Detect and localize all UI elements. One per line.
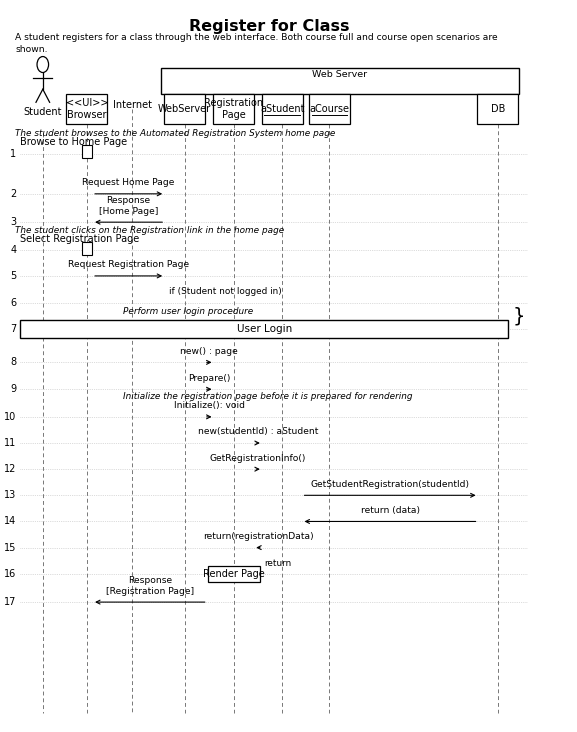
Bar bbox=[66, 94, 107, 124]
Text: 2: 2 bbox=[10, 189, 17, 199]
Bar bbox=[478, 94, 518, 124]
Text: return(registrationData): return(registrationData) bbox=[203, 532, 313, 541]
Text: Perform user login procedure: Perform user login procedure bbox=[122, 307, 253, 316]
Text: Request Home Page: Request Home Page bbox=[83, 179, 175, 187]
Text: 12: 12 bbox=[4, 464, 17, 474]
Text: GetRegistrationInfo(): GetRegistrationInfo() bbox=[210, 454, 306, 463]
Text: 15: 15 bbox=[4, 542, 17, 553]
Bar bbox=[82, 242, 92, 255]
Text: new(studentId) : aStudent: new(studentId) : aStudent bbox=[198, 427, 319, 436]
Text: DB: DB bbox=[491, 104, 505, 114]
Text: 16: 16 bbox=[4, 569, 17, 580]
Text: 1: 1 bbox=[10, 149, 17, 159]
Text: The student clicks on the Registration link in the home page: The student clicks on the Registration l… bbox=[15, 225, 284, 234]
Text: Response
[Registration Page]: Response [Registration Page] bbox=[106, 576, 194, 596]
Text: return (data): return (data) bbox=[361, 506, 419, 515]
Bar bbox=[309, 94, 350, 124]
Text: 3: 3 bbox=[10, 217, 17, 227]
Text: GetStudentRegistration(studentId): GetStudentRegistration(studentId) bbox=[310, 479, 470, 489]
Bar bbox=[82, 145, 92, 158]
Text: 8: 8 bbox=[10, 357, 17, 367]
Text: Registration
Page: Registration Page bbox=[204, 98, 264, 119]
Text: Browse to Home Page: Browse to Home Page bbox=[20, 138, 128, 147]
Text: WebServer: WebServer bbox=[158, 104, 211, 114]
Text: return: return bbox=[264, 559, 291, 568]
Bar bbox=[213, 94, 254, 124]
Text: Web Server: Web Server bbox=[312, 70, 368, 79]
Text: User Login: User Login bbox=[237, 324, 292, 334]
Text: 4: 4 bbox=[10, 245, 17, 255]
Text: }: } bbox=[512, 307, 525, 326]
Text: The student browses to the Automated Registration System home page: The student browses to the Automated Reg… bbox=[15, 129, 335, 138]
Text: 11: 11 bbox=[4, 438, 17, 448]
Text: Initialize(): void: Initialize(): void bbox=[174, 401, 245, 411]
Bar bbox=[208, 567, 260, 583]
Text: aStudent: aStudent bbox=[260, 104, 305, 114]
Text: 14: 14 bbox=[4, 517, 17, 526]
Text: Student: Student bbox=[24, 107, 62, 116]
Text: <<UI>>
Browser: <<UI>> Browser bbox=[66, 98, 108, 119]
Text: Render Page: Render Page bbox=[203, 569, 265, 580]
Text: 13: 13 bbox=[4, 490, 17, 500]
Text: Select Registration Page: Select Registration Page bbox=[20, 234, 140, 244]
Text: 17: 17 bbox=[4, 597, 17, 607]
Text: Internet: Internet bbox=[113, 100, 152, 111]
Text: aCourse: aCourse bbox=[309, 104, 350, 114]
Text: Register for Class: Register for Class bbox=[189, 19, 350, 34]
Bar bbox=[20, 320, 508, 337]
Text: 9: 9 bbox=[10, 384, 17, 395]
Text: Request Registration Page: Request Registration Page bbox=[68, 261, 189, 269]
Text: 6: 6 bbox=[10, 298, 17, 307]
Text: if (Student not logged in): if (Student not logged in) bbox=[169, 287, 282, 296]
Text: A student registers for a class through the web interface. Both course full and : A student registers for a class through … bbox=[15, 33, 497, 54]
Bar bbox=[161, 68, 519, 94]
Bar bbox=[164, 94, 205, 124]
Bar bbox=[262, 94, 303, 124]
Text: 5: 5 bbox=[10, 271, 17, 281]
Text: Prepare(): Prepare() bbox=[188, 374, 230, 383]
Text: 10: 10 bbox=[4, 412, 17, 422]
Text: Response
[Home Page]: Response [Home Page] bbox=[99, 196, 158, 216]
Text: Initialize the registration page before it is prepared for rendering: Initialize the registration page before … bbox=[122, 392, 412, 401]
Text: new() : page: new() : page bbox=[181, 347, 238, 356]
Text: 7: 7 bbox=[10, 324, 17, 334]
